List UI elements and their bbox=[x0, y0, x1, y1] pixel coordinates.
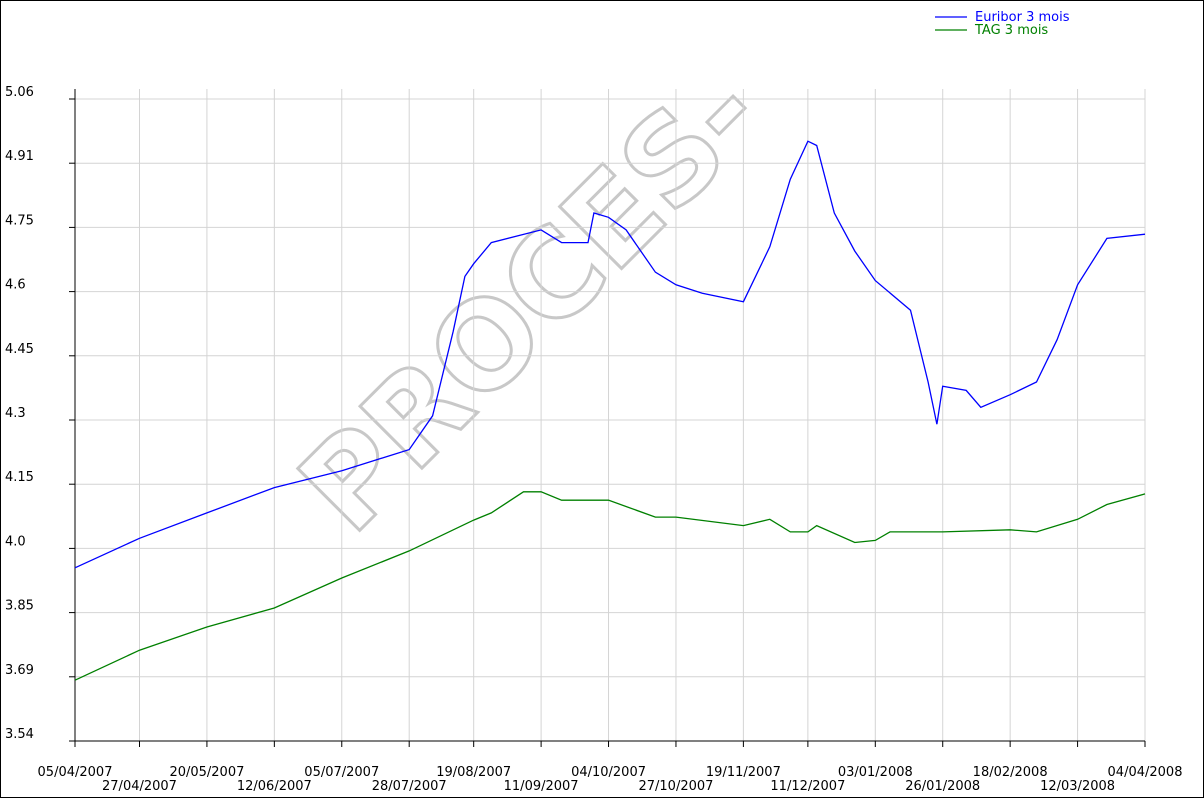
legend-label: Euribor 3 mois bbox=[975, 10, 1070, 25]
y-tick-label: 3.69 bbox=[5, 663, 34, 678]
x-tick-label: 27/10/2007 bbox=[638, 779, 713, 794]
y-tick-label: 4.91 bbox=[5, 149, 34, 164]
series-line bbox=[74, 491, 1146, 681]
x-tick-label: 05/04/2007 bbox=[38, 765, 113, 780]
series-line bbox=[74, 140, 1146, 569]
x-tick-label: 18/02/2008 bbox=[973, 765, 1048, 780]
x-tick-label: 03/01/2008 bbox=[838, 765, 913, 780]
x-tick-label: 20/05/2007 bbox=[169, 765, 244, 780]
x-tick-label: 19/11/2007 bbox=[706, 765, 781, 780]
legend-label: TAG 3 mois bbox=[974, 23, 1048, 38]
x-tick-label: 19/08/2007 bbox=[436, 765, 511, 780]
y-tick-label: 4.45 bbox=[5, 342, 34, 357]
x-tick-label: 12/03/2008 bbox=[1040, 779, 1115, 794]
y-tick-label: 5.06 bbox=[5, 85, 34, 100]
y-tick-label: 3.85 bbox=[5, 599, 34, 614]
y-tick-label: 3.54 bbox=[5, 727, 34, 742]
y-tick-label: 4.75 bbox=[5, 213, 34, 228]
y-tick-label: 4.3 bbox=[5, 406, 26, 421]
x-tick-label: 26/01/2008 bbox=[905, 779, 980, 794]
y-tick-label: 4.0 bbox=[5, 534, 26, 549]
x-tick-label: 04/10/2007 bbox=[571, 765, 646, 780]
y-tick-label: 4.6 bbox=[5, 278, 26, 293]
x-tick-label: 11/09/2007 bbox=[504, 779, 579, 794]
x-tick-label: 04/04/2008 bbox=[1108, 765, 1183, 780]
x-tick-label: 05/07/2007 bbox=[304, 765, 379, 780]
y-tick-label: 4.15 bbox=[5, 470, 34, 485]
x-tick-label: 28/07/2007 bbox=[372, 779, 447, 794]
x-tick-label: 27/04/2007 bbox=[102, 779, 177, 794]
x-tick-label: 12/06/2007 bbox=[237, 779, 312, 794]
x-tick-label: 11/12/2007 bbox=[770, 779, 845, 794]
